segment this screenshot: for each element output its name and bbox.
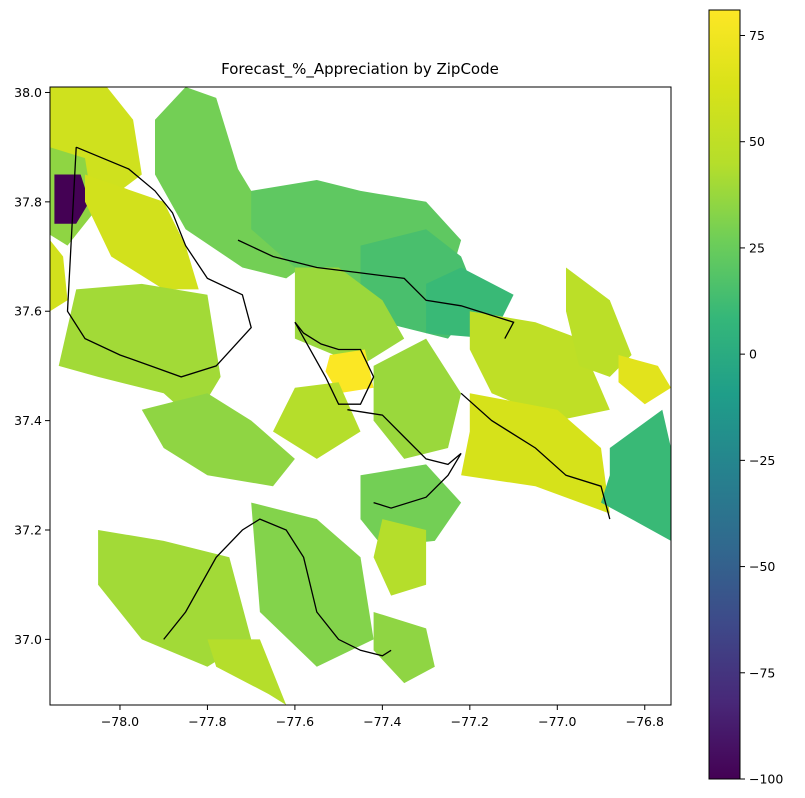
colorbar-tick-label: 0: [749, 347, 757, 362]
zipcode-region-5: [58, 283, 221, 421]
county-boundary-0: [66, 146, 252, 378]
colorbar-tick-label: 25: [749, 240, 765, 255]
colorbar-tick-label: −50: [749, 559, 775, 574]
zipcode-region-18: [601, 409, 671, 541]
y-tick-label: 37.4: [14, 413, 42, 428]
colorbar-tick-label: 75: [749, 28, 765, 43]
zipcode-region-13: [373, 338, 462, 459]
x-tick-label: −77.2: [451, 714, 489, 729]
colorbar-tick-label: −25: [749, 453, 775, 468]
colorbar-tick-label: −75: [749, 665, 775, 680]
y-axis: 37.0 37.2 37.4 37.6 37.8 38.0: [14, 85, 50, 647]
zipcode-region-16: [618, 355, 671, 405]
x-axis: −78.0 −77.8 −77.6 −77.4 −77.2 −77.0 −76.8: [101, 705, 664, 729]
map-title: Forecast_%_Appreciation by ZipCode: [221, 60, 499, 79]
colorbar-tick-label: −100: [749, 772, 783, 787]
zipcode-region-22: [251, 502, 374, 667]
county-boundaries: [66, 146, 611, 657]
zipcode-region-15: [566, 267, 632, 377]
zipcode-region-17: [461, 393, 610, 514]
zipcode-region-3: [50, 240, 68, 312]
y-tick-label: 37.8: [14, 194, 42, 209]
zipcode-region-23: [207, 639, 287, 705]
x-tick-label: −77.4: [363, 714, 401, 729]
zipcode-region-11: [325, 349, 374, 394]
zipcode-region-19: [141, 393, 295, 487]
y-tick-label: 37.6: [14, 304, 42, 319]
colorbar: [708, 9, 741, 780]
county-boundary-1: [237, 239, 515, 339]
y-tick-label: 37.2: [14, 522, 42, 537]
x-tick-label: −77.8: [188, 714, 226, 729]
x-tick-label: −77.0: [538, 714, 576, 729]
x-tick-label: −76.8: [626, 714, 664, 729]
zipcode-regions: [50, 87, 671, 705]
zipcode-region-12: [273, 382, 361, 459]
zipcode-region-25: [373, 519, 427, 596]
county-boundary-4: [460, 392, 611, 520]
county-boundary-2: [294, 321, 375, 405]
zipcode-region-10: [294, 267, 405, 366]
zipcode-region-24: [373, 612, 435, 684]
y-tick-label: 37.0: [14, 632, 42, 647]
colorbar-tick-label: 50: [749, 134, 765, 149]
zipcode-region-2: [54, 174, 90, 224]
x-tick-label: −77.6: [276, 714, 314, 729]
county-boundary-5: [163, 518, 392, 657]
y-tick-label: 38.0: [14, 85, 42, 100]
zipcode-region-4: [85, 174, 199, 290]
colorbar-ticks: 75 50 25 0 −25 −50 −75 −100: [740, 28, 783, 787]
x-tick-label: −78.0: [101, 714, 139, 729]
county-boundary-3: [347, 409, 462, 509]
axes-frame: [49, 86, 672, 706]
